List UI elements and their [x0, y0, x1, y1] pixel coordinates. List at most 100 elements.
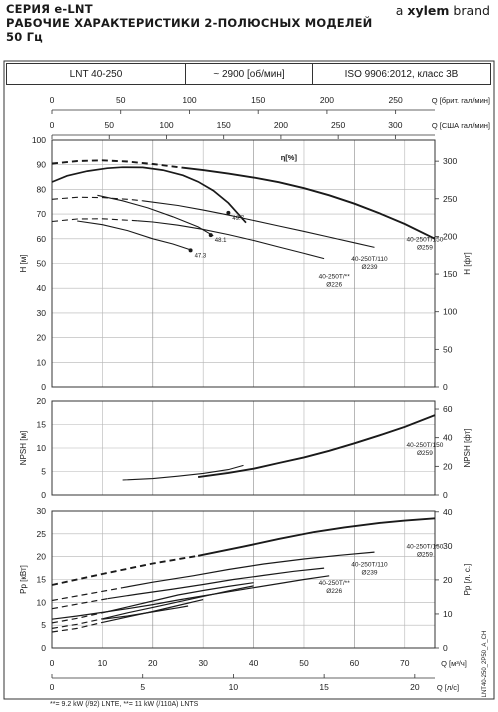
top-axis-us-label: Q [США гал/мин] — [432, 121, 490, 130]
efficiency-curve-2 — [77, 220, 191, 251]
top-axis-imperial-tick-label: 250 — [389, 95, 403, 105]
top-axis-imperial-label: Q [брит. гал/мин] — [432, 96, 490, 105]
power-curve-7 — [102, 605, 189, 620]
power-xtick: 10 — [98, 658, 108, 668]
power-xtick: 40 — [249, 658, 259, 668]
npsh-ytick: 20 — [37, 396, 47, 406]
power-xtick: 60 — [350, 658, 360, 668]
power-ytick: 30 — [37, 506, 47, 516]
power-curve-2 — [107, 567, 325, 600]
top-axis-us-tick-label: 200 — [274, 120, 288, 130]
power-ytick: 0 — [41, 643, 46, 653]
power-xtick: 70 — [400, 658, 410, 668]
power-xtick: 0 — [50, 658, 55, 668]
head-curve-2 — [137, 220, 325, 260]
npsh-ytick-right: 40 — [443, 433, 453, 443]
head-ylabel-right: H [фт] — [463, 252, 472, 275]
head-ytick: 0 — [41, 382, 46, 392]
efficiency-value-1: 48.1 — [215, 238, 227, 244]
power-curve-1-dashed — [51, 587, 123, 602]
bottom-axis-tick-label: 10 — [229, 682, 239, 692]
efficiency-point-2 — [188, 248, 193, 253]
power-curve-2-dashed — [51, 598, 108, 610]
power-curve-label-0: 40-250T/150 Ø259 — [406, 543, 443, 558]
head-ytick: 70 — [37, 209, 47, 219]
model-name: LNT 40-250 — [69, 68, 123, 80]
power-ytick-right: 10 — [443, 609, 453, 619]
power-xtick: 30 — [198, 658, 208, 668]
footnote: **= 9.2 kW (/92) LNTE, **= 11 kW (/110A)… — [50, 701, 199, 708]
bottom-axis-tick-label: 20 — [410, 682, 420, 692]
npsh-ytick: 10 — [37, 443, 47, 453]
bottom-axis-label: Q [л/с] — [437, 683, 459, 692]
efficiency-value-0: 49.7 — [232, 216, 244, 222]
power-curve-1 — [122, 551, 375, 589]
speed-value: ~ 2900 [об/мин] — [213, 68, 285, 80]
power-xlabel: Q [м³/ч] — [441, 659, 467, 668]
head-ytick: 20 — [37, 333, 47, 343]
head-curve-label-2: 40-250T/** Ø226 — [319, 273, 351, 288]
top-axis-us-tick-label: 100 — [159, 120, 173, 130]
efficiency-point-0 — [226, 210, 231, 215]
frequency-label: 50 Гц — [6, 30, 43, 44]
curves-layer — [51, 159, 436, 633]
power-frame — [51, 510, 436, 649]
power-ytick-right: 20 — [443, 575, 453, 585]
npsh-curve-0 — [197, 414, 436, 479]
npsh-frame — [51, 400, 436, 496]
power-ytick: 15 — [37, 575, 47, 585]
power-ylabel: Pp [кВт] — [19, 565, 28, 594]
power-curve-label-2: 40-250T/** Ø226 — [319, 580, 351, 595]
grid-layer — [51, 109, 439, 679]
top-axis-imperial-tick-label: 50 — [116, 95, 126, 105]
series-title: СЕРИЯ e-LNT — [6, 2, 93, 16]
power-ytick-right: 0 — [443, 643, 448, 653]
chart-subtitle: РАБОЧИЕ ХАРАКТЕРИСТИКИ 2-ПОЛЮСНЫХ МОДЕЛЕ… — [6, 16, 373, 30]
head-ytick-right: 300 — [443, 156, 457, 166]
power-xtick: 50 — [299, 658, 309, 668]
top-axis-us-tick-label: 250 — [331, 120, 345, 130]
head-ytick: 40 — [37, 283, 47, 293]
head-ytick-right: 200 — [443, 231, 457, 241]
power-curve-4-dashed — [51, 612, 103, 624]
top-axis-imperial-tick-label: 200 — [320, 95, 334, 105]
head-curve-0-dashed — [51, 159, 184, 169]
efficiency-value-2: 47.3 — [195, 253, 207, 259]
power-ytick: 20 — [37, 552, 47, 562]
bottom-axis-tick-label: 15 — [319, 682, 329, 692]
npsh-ytick: 15 — [37, 420, 47, 430]
power-ytick: 10 — [37, 597, 47, 607]
power-ytick-right: 30 — [443, 541, 453, 551]
standard-value: ISO 9906:2012, класс 3B — [344, 68, 459, 80]
head-ytick-right: 150 — [443, 269, 457, 279]
npsh-ytick: 0 — [41, 490, 46, 500]
power-xtick: 20 — [148, 658, 158, 668]
head-curve-1 — [142, 200, 375, 248]
document-code: LNT40-250_2P50_A_CH — [482, 631, 488, 698]
top-axis-us-tick-label: 300 — [388, 120, 402, 130]
power-curve-0-dashed — [51, 554, 199, 586]
head-curve-0 — [182, 166, 436, 240]
power-curve-4 — [102, 582, 254, 614]
power-ytick: 25 — [37, 529, 47, 539]
standard-box: ISO 9906:2012, класс 3B — [312, 63, 491, 85]
head-ytick: 10 — [37, 357, 47, 367]
power-curve-label-1: 40-250T/110 Ø239 — [351, 562, 388, 577]
head-frame — [51, 139, 436, 388]
power-ylabel-right: Pp [л. с.] — [463, 564, 472, 596]
power-ytick: 5 — [41, 620, 46, 630]
power-curve-0 — [197, 517, 436, 557]
head-curve-label-0: 40-250T/150 Ø259 — [406, 236, 443, 251]
top-axis-us-tick-label: 0 — [50, 120, 55, 130]
npsh-ytick-right: 60 — [443, 404, 453, 414]
npsh-ytick: 5 — [41, 467, 46, 477]
top-axis-imperial-tick-label: 100 — [182, 95, 196, 105]
top-axis-us-tick-label: 50 — [104, 120, 114, 130]
head-ytick: 80 — [37, 184, 47, 194]
power-curve-5 — [102, 585, 254, 620]
head-ytick-right: 50 — [443, 344, 453, 354]
head-ytick: 100 — [32, 135, 46, 145]
head-curve-1-dashed — [51, 196, 143, 202]
top-axis-imperial-tick-label: 0 — [50, 95, 55, 105]
